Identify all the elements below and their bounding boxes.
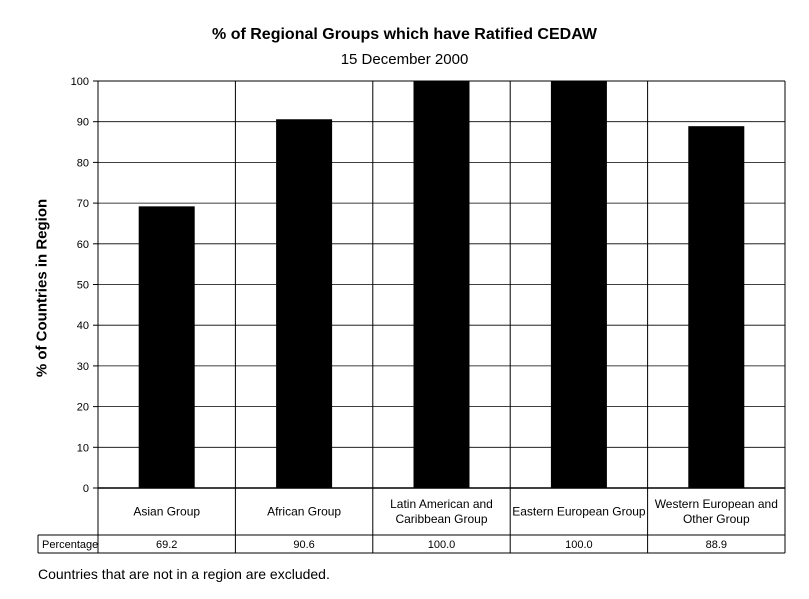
data-table: Percentage 69.2 90.6 100.0 100.0 88.9 [37, 81, 786, 554]
category-label: Asian Group [133, 505, 200, 519]
category-label: Eastern European Group [512, 505, 646, 519]
category-label-line: Asian Group [133, 505, 200, 519]
table-value: 69.2 [156, 539, 177, 551]
y-tick-label: 30 [77, 361, 89, 373]
bar [138, 206, 195, 488]
y-tick-label: 90 [77, 117, 89, 129]
y-tick-label: 60 [77, 239, 89, 251]
category-label-line: African Group [267, 505, 341, 519]
table-value: 90.6 [293, 539, 314, 551]
y-tick-label: 20 [77, 402, 89, 414]
y-tick-label: 100 [71, 76, 89, 88]
chart-title: % of Regional Groups which have Ratified… [212, 26, 597, 43]
y-tick-label: 50 [77, 280, 89, 292]
footnote: Countries that are not in a region are e… [38, 566, 330, 582]
y-tick-label: 0 [83, 483, 89, 495]
category-label-line: Caribbean Group [395, 512, 487, 526]
table-value: 100.0 [428, 539, 456, 551]
category-label-line: Eastern European Group [512, 505, 646, 519]
bar [550, 81, 607, 488]
category-label-line: Other Group [683, 512, 750, 526]
bar [688, 126, 745, 488]
category-label-line: Western European and [655, 497, 778, 511]
y-tick-labels: 0 10 20 30 40 50 60 70 80 90 100 [71, 76, 89, 495]
category-labels: Asian Group African Group Latin American a… [133, 497, 778, 526]
y-tick-label: 80 [77, 157, 89, 169]
table-row-label: Percentage [42, 539, 98, 551]
category-label-line: Latin American and [390, 497, 493, 511]
category-label: African Group [267, 505, 341, 519]
table-value: 88.9 [706, 539, 727, 551]
chart-subtitle: 15 December 2000 [340, 51, 469, 68]
y-tick-label: 70 [77, 198, 89, 210]
table-value: 100.0 [565, 539, 593, 551]
bar [413, 81, 470, 488]
bar [276, 119, 333, 489]
y-tick-label: 10 [77, 442, 89, 454]
y-tick-label: 40 [77, 320, 89, 332]
bars [138, 81, 745, 489]
